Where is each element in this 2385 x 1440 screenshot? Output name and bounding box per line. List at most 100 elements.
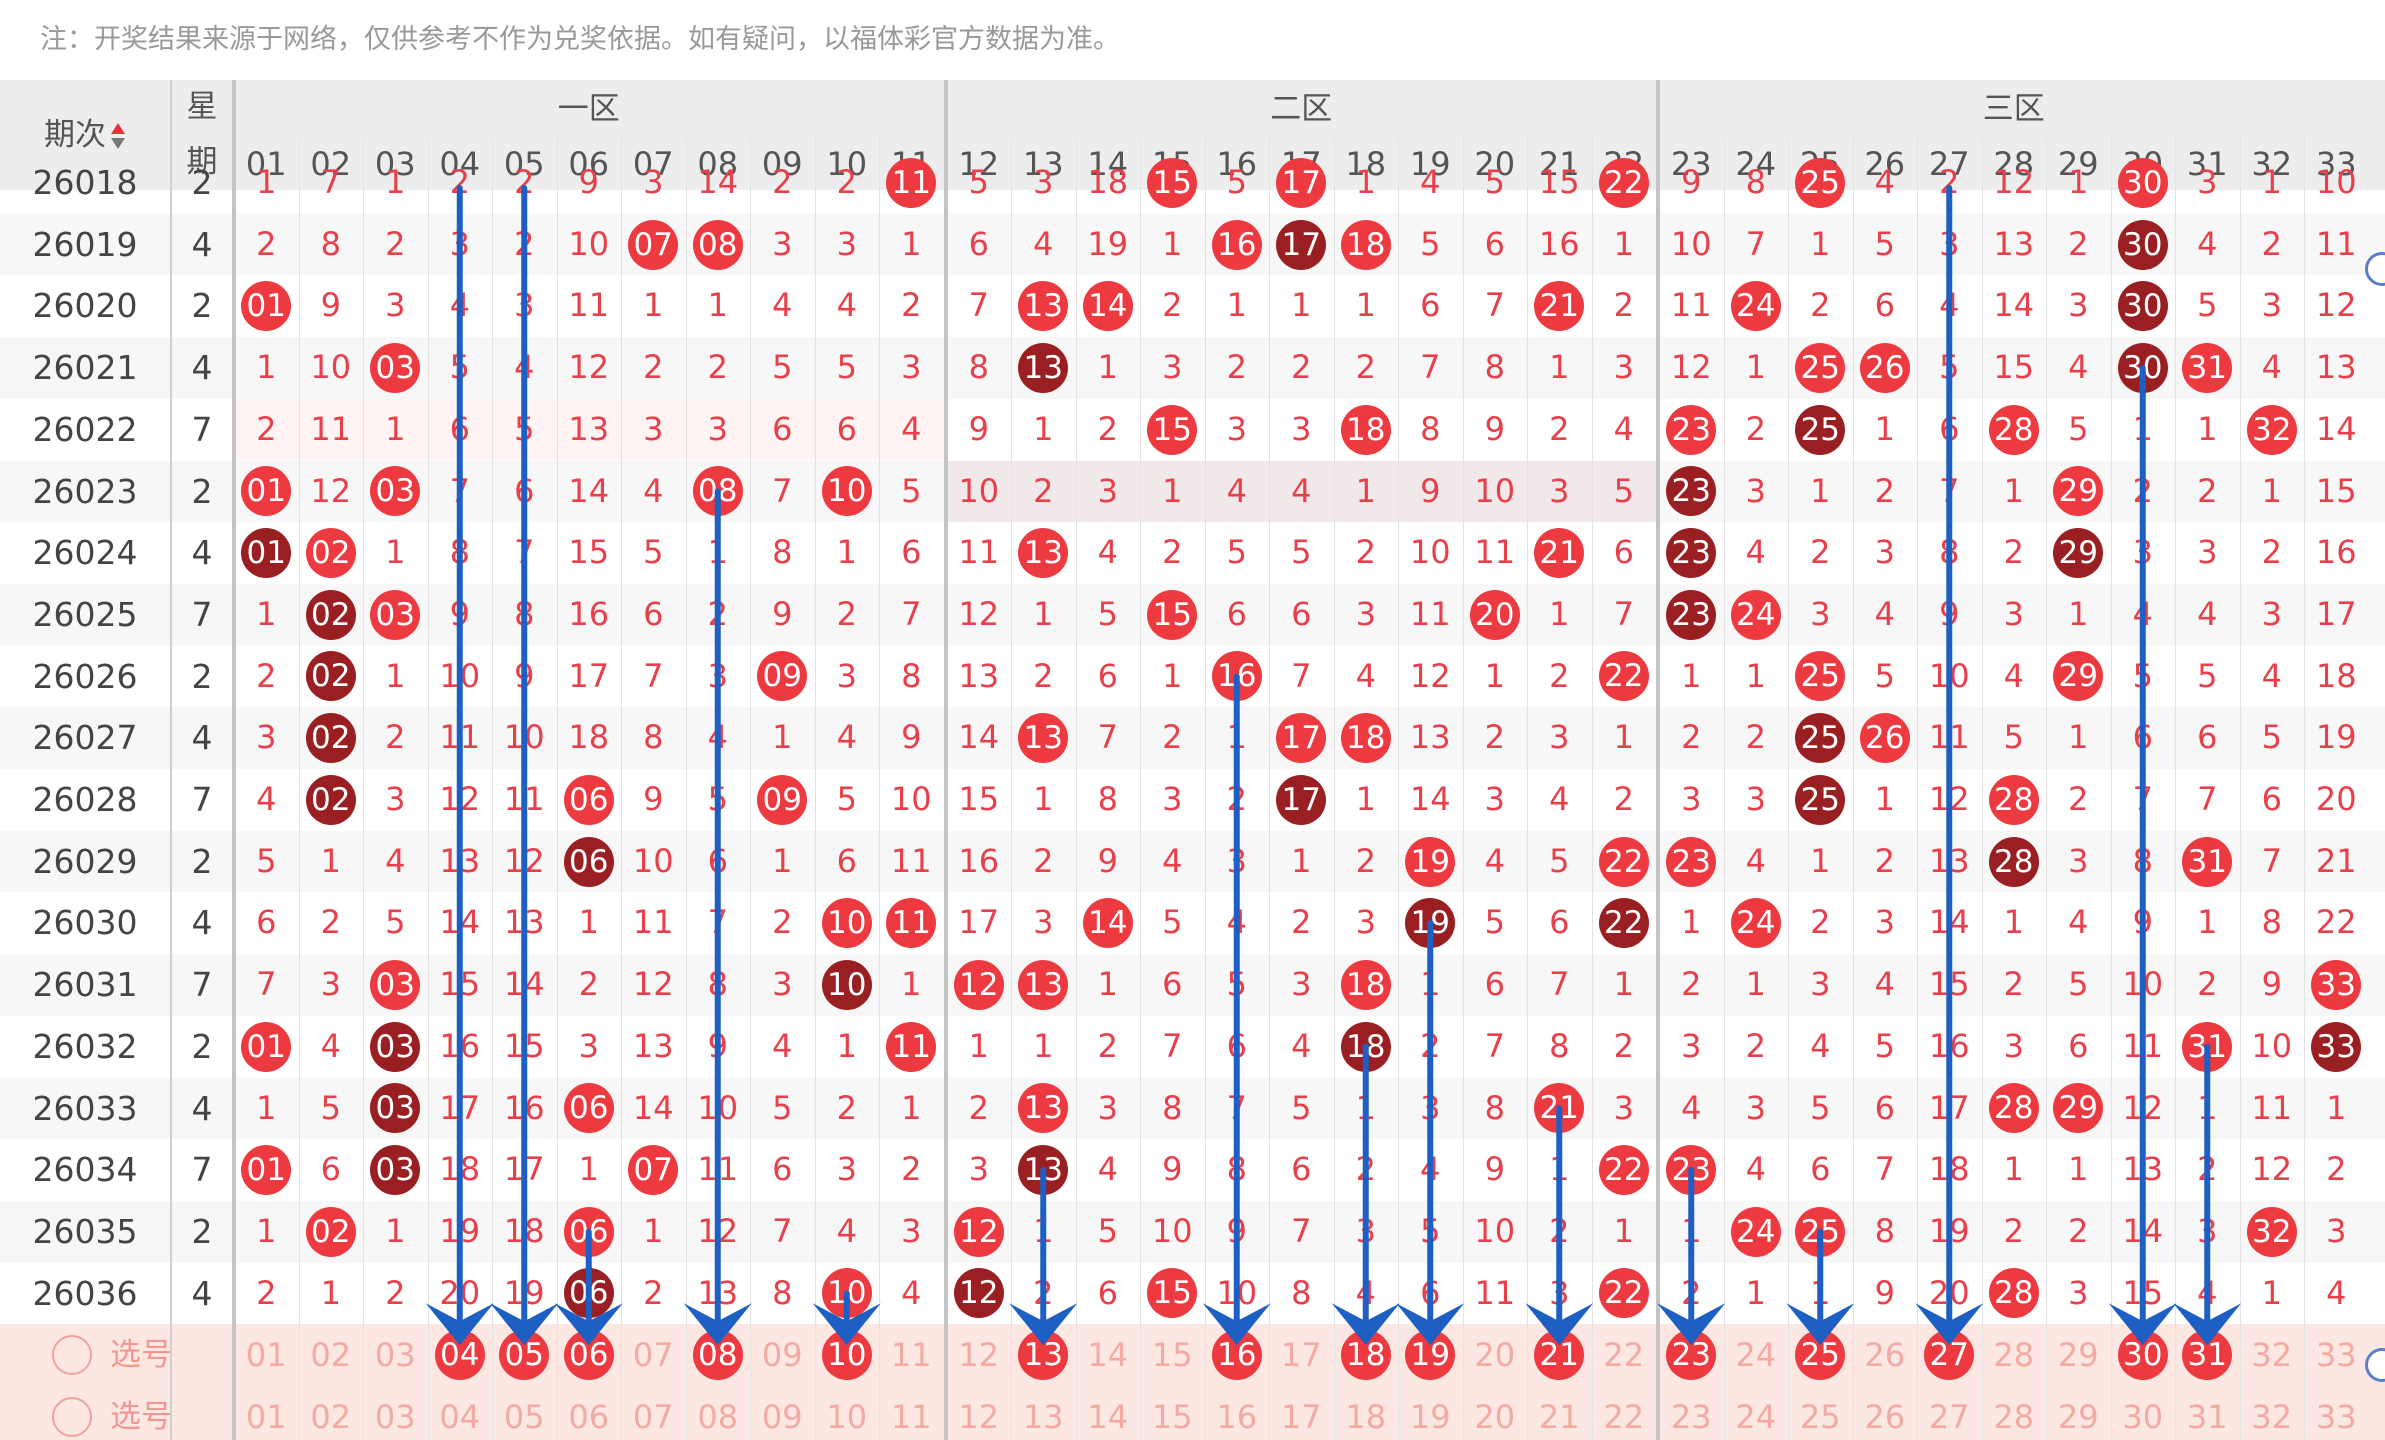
select-number-11[interactable]: 11 [890, 1398, 932, 1437]
select-number-11[interactable]: 11 [890, 1336, 932, 1375]
select-number-17[interactable]: 17 [1280, 1398, 1322, 1437]
select-number-15[interactable]: 15 [1151, 1336, 1193, 1375]
select-number-25[interactable]: 25 [1799, 1398, 1841, 1437]
miss-count: 9 [578, 163, 599, 201]
picked-ball-10[interactable]: 10 [821, 1330, 872, 1381]
miss-count: 1 [1226, 718, 1247, 757]
miss-count: 1 [643, 1211, 664, 1250]
picked-ball-30[interactable]: 30 [2117, 1330, 2168, 1381]
miss-count: 3 [1226, 409, 1247, 448]
picked-ball-04[interactable]: 04 [434, 1330, 485, 1381]
select-number-14[interactable]: 14 [1087, 1398, 1129, 1437]
miss-count: 4 [901, 409, 922, 448]
miss-count: 2 [1033, 1273, 1054, 1312]
miss-count: 10 [1409, 533, 1451, 572]
select-number-12[interactable]: 12 [958, 1398, 1000, 1437]
select-number-15[interactable]: 15 [1151, 1398, 1193, 1437]
miss-count: 19 [503, 1273, 545, 1312]
miss-count: 2 [1549, 409, 1570, 448]
miss-count: 1 [1033, 409, 1054, 448]
select-number-21[interactable]: 21 [1538, 1398, 1580, 1437]
select-number-09[interactable]: 09 [761, 1336, 803, 1375]
miss-count: 1 [1745, 348, 1766, 387]
miss-count: 5 [1097, 594, 1118, 633]
select-number-33[interactable]: 33 [2315, 1398, 2357, 1437]
picked-ball-05[interactable]: 05 [499, 1330, 550, 1381]
picked-ball-06[interactable]: 06 [563, 1330, 614, 1381]
select-number-01[interactable]: 01 [245, 1398, 287, 1437]
picked-ball-23[interactable]: 23 [1666, 1330, 1717, 1381]
select-number-08[interactable]: 08 [697, 1398, 739, 1437]
picked-ball-13[interactable]: 13 [1018, 1330, 1069, 1381]
select-number-26[interactable]: 26 [1864, 1398, 1906, 1437]
select-number-07[interactable]: 07 [632, 1336, 674, 1375]
qici-sort-header[interactable]: 期次 [0, 80, 170, 190]
drawn-ball: 14 [1082, 898, 1133, 949]
miss-count: 16 [568, 594, 610, 633]
select-number-07[interactable]: 07 [632, 1398, 674, 1437]
select-number-22[interactable]: 22 [1603, 1398, 1645, 1437]
miss-count: 14 [439, 903, 481, 942]
select-number-17[interactable]: 17 [1280, 1336, 1322, 1375]
select-radio[interactable] [52, 1397, 92, 1438]
select-number-06[interactable]: 06 [568, 1398, 610, 1437]
side-scroll-icon[interactable] [2365, 252, 2385, 286]
select-number-14[interactable]: 14 [1087, 1336, 1129, 1375]
select-number-04[interactable]: 04 [439, 1398, 481, 1437]
miss-count: 6 [514, 471, 535, 510]
picked-ball-25[interactable]: 25 [1795, 1330, 1846, 1381]
select-number-31[interactable]: 31 [2186, 1398, 2228, 1437]
select-number-02[interactable]: 02 [310, 1398, 352, 1437]
picked-ball-21[interactable]: 21 [1534, 1330, 1585, 1381]
picked-ball-27[interactable]: 27 [1924, 1330, 1975, 1381]
select-number-30[interactable]: 30 [2122, 1398, 2164, 1437]
select-number-09[interactable]: 09 [761, 1398, 803, 1437]
select-number-03[interactable]: 03 [374, 1398, 416, 1437]
select-number-19[interactable]: 19 [1409, 1398, 1451, 1437]
select-radio[interactable] [52, 1335, 92, 1376]
select-number-28[interactable]: 28 [1993, 1398, 2035, 1437]
select-number-24[interactable]: 24 [1735, 1398, 1777, 1437]
select-number-26[interactable]: 26 [1864, 1336, 1906, 1375]
select-number-03[interactable]: 03 [374, 1336, 416, 1375]
select-number-32[interactable]: 32 [2251, 1398, 2293, 1437]
picked-ball-19[interactable]: 19 [1405, 1330, 1456, 1381]
picked-ball-18[interactable]: 18 [1340, 1330, 1391, 1381]
select-number-16[interactable]: 16 [1216, 1398, 1258, 1437]
number-header-07: 07 [632, 145, 674, 183]
select-number-18[interactable]: 18 [1345, 1398, 1387, 1437]
picked-ball-08[interactable]: 08 [692, 1330, 743, 1381]
miss-count: 3 [1745, 1088, 1766, 1127]
select-number-02[interactable]: 02 [310, 1336, 352, 1375]
xingqi-header: 星 期 [170, 80, 234, 190]
select-number-23[interactable]: 23 [1670, 1398, 1712, 1437]
miss-count: 1 [1549, 1150, 1570, 1189]
select-number-22[interactable]: 22 [1603, 1336, 1645, 1375]
miss-count: 8 [707, 965, 728, 1004]
miss-count: 2 [1162, 533, 1183, 572]
miss-count: 5 [836, 780, 857, 818]
select-number-24[interactable]: 24 [1735, 1336, 1777, 1375]
select-number-33[interactable]: 33 [2315, 1336, 2357, 1375]
picked-ball-31[interactable]: 31 [2182, 1330, 2233, 1381]
picked-ball-16[interactable]: 16 [1211, 1330, 1262, 1381]
miss-count: 3 [836, 656, 857, 695]
select-number-27[interactable]: 27 [1928, 1398, 1970, 1437]
select-number-12[interactable]: 12 [958, 1336, 1000, 1375]
select-number-13[interactable]: 13 [1022, 1398, 1064, 1437]
select-number-10[interactable]: 10 [826, 1398, 868, 1437]
miss-count: 9 [1162, 1150, 1183, 1189]
select-number-01[interactable]: 01 [245, 1336, 287, 1375]
select-number-32[interactable]: 32 [2251, 1336, 2293, 1375]
select-number-20[interactable]: 20 [1474, 1336, 1516, 1375]
side-scroll-icon[interactable] [2365, 1348, 2385, 1382]
select-number-28[interactable]: 28 [1993, 1336, 2035, 1375]
select-number-29[interactable]: 29 [2057, 1336, 2099, 1375]
miss-count: 6 [1613, 533, 1634, 572]
xingqi-cell: 7 [191, 965, 213, 1005]
number-header-03: 03 [374, 145, 416, 183]
select-number-29[interactable]: 29 [2057, 1398, 2099, 1437]
select-number-05[interactable]: 05 [503, 1398, 545, 1437]
select-number-20[interactable]: 20 [1474, 1398, 1516, 1437]
miss-count: 5 [2068, 409, 2089, 448]
